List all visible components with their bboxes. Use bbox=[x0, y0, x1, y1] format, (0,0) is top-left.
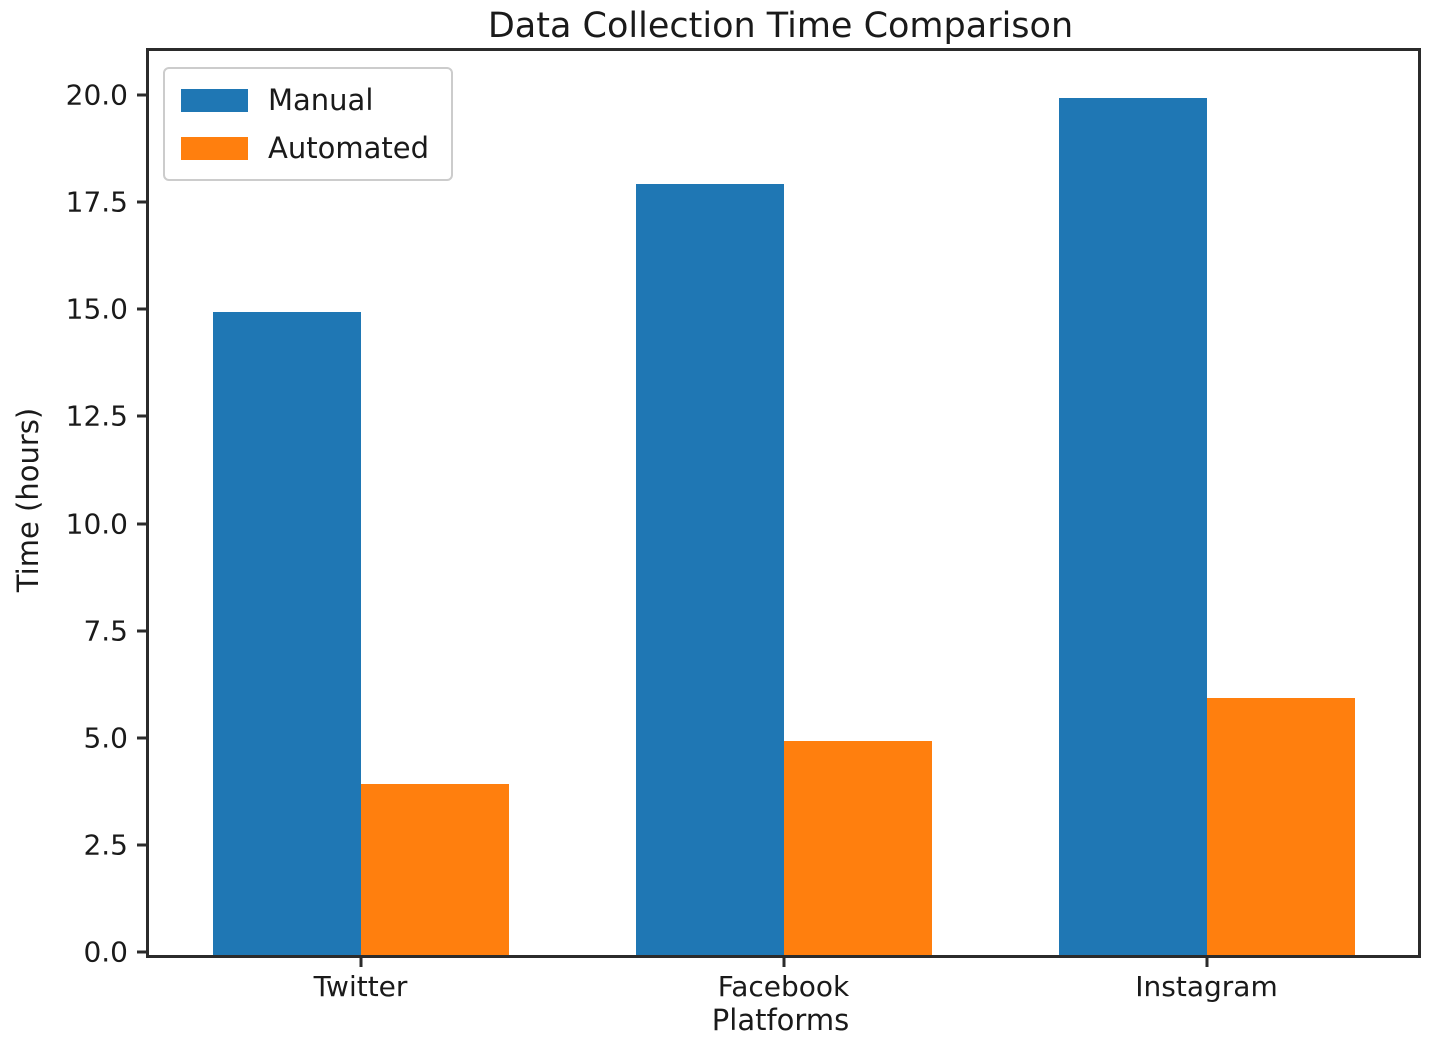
y-tick-label: 0.0 bbox=[83, 935, 128, 969]
legend-label: Manual bbox=[268, 83, 374, 117]
y-tick-mark bbox=[137, 200, 146, 204]
x-axis-label: Platforms bbox=[711, 1003, 850, 1037]
y-tick-label: 17.5 bbox=[65, 185, 128, 219]
y-tick-mark bbox=[137, 414, 146, 418]
legend: Manual Automated bbox=[163, 67, 453, 181]
legend-swatch-manual bbox=[181, 88, 248, 112]
y-tick-mark bbox=[137, 307, 146, 311]
y-tick-label: 12.5 bbox=[65, 399, 128, 433]
x-tick-mark bbox=[1205, 958, 1208, 967]
y-tick-label: 2.5 bbox=[83, 828, 128, 862]
bar-automated-facebook bbox=[783, 740, 932, 955]
legend-item-automated: Automated bbox=[181, 131, 429, 165]
bar-manual-twitter bbox=[212, 312, 361, 955]
legend-item-manual: Manual bbox=[181, 83, 429, 117]
legend-swatch-automated bbox=[181, 136, 248, 160]
bar-manual-facebook bbox=[635, 183, 784, 955]
y-tick-label: 5.0 bbox=[83, 721, 128, 755]
y-tick-mark bbox=[137, 629, 146, 633]
chart-title: Data Collection Time Comparison bbox=[487, 6, 1074, 46]
x-tick-mark bbox=[359, 958, 362, 967]
y-tick-label: 20.0 bbox=[65, 78, 128, 112]
legend-label: Automated bbox=[268, 131, 429, 165]
y-tick-label: 15.0 bbox=[65, 292, 128, 326]
y-tick-label: 10.0 bbox=[65, 507, 128, 541]
y-tick-mark bbox=[137, 522, 146, 526]
x-tick-label-facebook: Facebook bbox=[717, 970, 850, 1003]
x-tick-mark bbox=[782, 958, 785, 967]
bar-automated-twitter bbox=[360, 783, 509, 955]
y-tick-mark bbox=[137, 950, 146, 954]
y-tick-mark bbox=[137, 843, 146, 847]
y-tick-mark bbox=[137, 93, 146, 97]
bar-manual-instagram bbox=[1058, 98, 1207, 955]
y-axis-label: Time (hours) bbox=[11, 407, 45, 593]
x-tick-label-instagram: Instagram bbox=[1135, 970, 1278, 1003]
bar-automated-instagram bbox=[1206, 697, 1355, 955]
plot-area: Manual Automated bbox=[146, 48, 1421, 958]
y-tick-label: 7.5 bbox=[83, 614, 128, 648]
y-tick-mark bbox=[137, 736, 146, 740]
x-tick-label-twitter: Twitter bbox=[313, 970, 408, 1003]
